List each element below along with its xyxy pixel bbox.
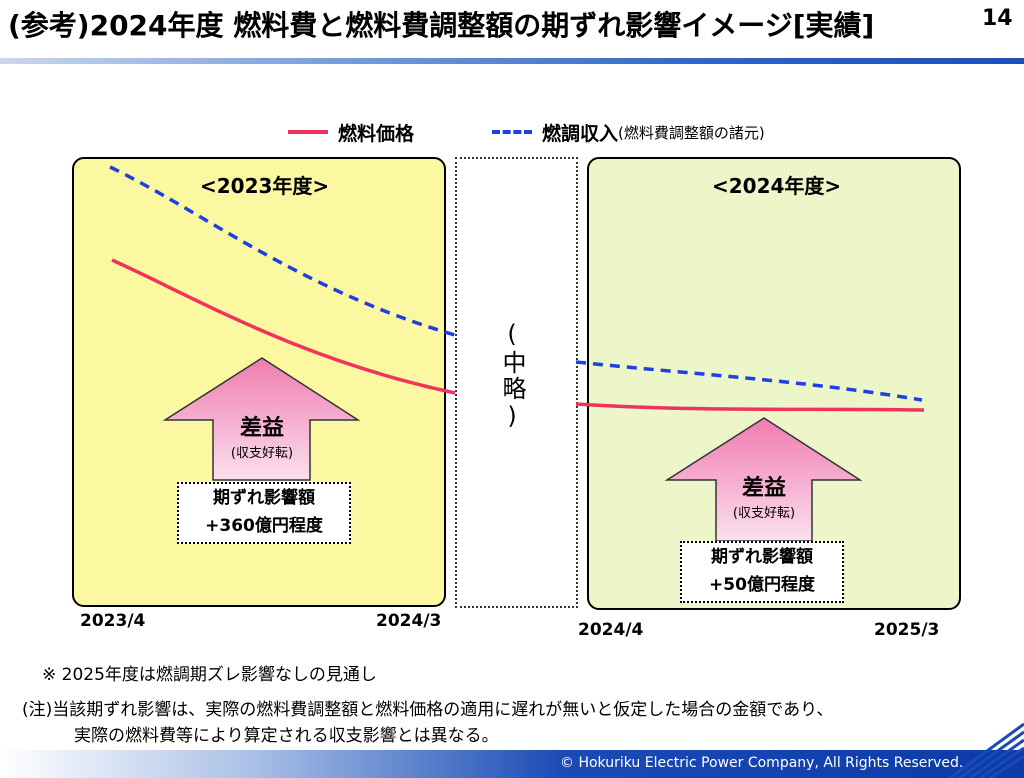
fy2023-impact-value: +360億円程度 xyxy=(205,516,323,536)
fy2023-end-label: 2024/3 xyxy=(376,611,442,631)
fy2023-arrow-sub: (収支好転) xyxy=(230,446,294,461)
fy2024-fuel-adjust-curve xyxy=(575,360,923,402)
copyright-text: © Hokuriku Electric Power Company, All R… xyxy=(560,755,964,771)
fy2024-arrow-label: 差益 (収支好転) xyxy=(714,470,814,521)
legend-dashed-line-icon xyxy=(492,130,532,134)
fy2023-impact-box: 期ずれ影響額 +360億円程度 xyxy=(177,482,351,544)
fy2023-arrow-label: 差益 (収支好転) xyxy=(212,410,312,461)
fy2024-profit-arrow xyxy=(664,417,863,542)
panel-omitted xyxy=(455,157,578,608)
fy2023-impact-label: 期ずれ影響額 xyxy=(213,488,315,508)
note-disclaimer-line1: (注)当該期ずれ影響は、実際の燃料費調整額と燃料価格の適用に遅れが無いと仮定した… xyxy=(22,700,834,720)
fy2024-impact-value: +50億円程度 xyxy=(709,575,815,595)
fy2023-start-label: 2023/4 xyxy=(80,611,146,631)
note-disclaimer: (注)当該期ずれ影響は、実際の燃料費調整額と燃料価格の適用に遅れが無いと仮定した… xyxy=(22,697,833,749)
legend-solid-line-icon xyxy=(288,130,328,134)
fy2024-arrow-sub: (収支好転) xyxy=(732,506,796,521)
legend-fuel-price-label: 燃料価格 xyxy=(338,122,415,145)
title-underline xyxy=(0,58,1024,64)
page-number: 14 xyxy=(982,6,1013,31)
legend-fuel-adjust-label: 燃調収入 xyxy=(542,122,619,145)
fy2023-fuel-adjust-curve xyxy=(109,165,456,337)
fy2024-impact-label: 期ずれ影響額 xyxy=(711,547,813,567)
legend-fuel-adjust-income: 燃調収入 (燃料費調整額の諸元) xyxy=(492,118,765,146)
footer-bar xyxy=(0,750,1024,778)
fy2024-arrow-main: 差益 xyxy=(741,476,786,501)
panel-fy2023-title: <2023年度> xyxy=(200,174,330,198)
fy2023-fuel-price-curve xyxy=(111,258,456,395)
note-fy2025: ※ 2025年度は燃調期ズレ影響なしの見通し xyxy=(42,665,377,685)
fy2024-start-label: 2024/4 xyxy=(578,620,644,640)
omitted-label: (中略) xyxy=(498,320,526,432)
fy2023-profit-arrow xyxy=(162,357,361,481)
legend-fuel-price: 燃料価格 xyxy=(288,118,414,146)
note-disclaimer-line2: 実際の燃料費等により算定される収支影響とは異なる。 xyxy=(74,726,499,746)
fy2024-impact-box: 期ずれ影響額 +50億円程度 xyxy=(680,541,844,603)
footer-stripes-icon xyxy=(949,722,1024,778)
fy2024-fuel-price-curve xyxy=(575,402,925,412)
fy2024-end-label: 2025/3 xyxy=(874,620,940,640)
panel-fy2024-title: <2024年度> xyxy=(712,174,842,198)
legend-fuel-adjust-sublabel: (燃料費調整額の諸元) xyxy=(618,123,765,142)
page-title: (参考)2024年度 燃料費と燃料費調整額の期ずれ影響イメージ[実績] xyxy=(8,9,875,42)
fy2023-arrow-main: 差益 xyxy=(239,416,284,441)
